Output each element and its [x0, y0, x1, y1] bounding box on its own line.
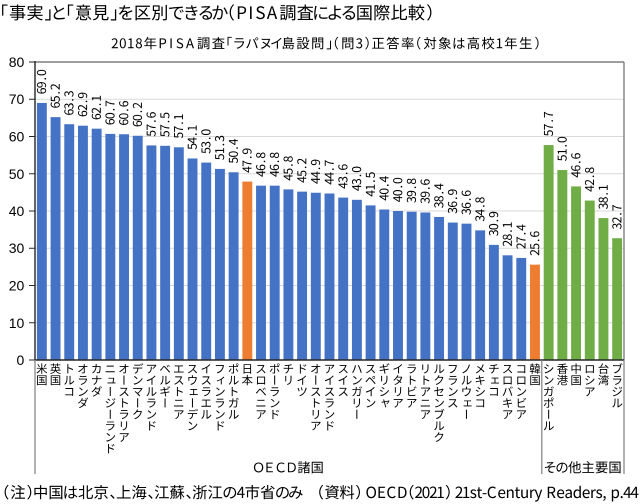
svg-text:80: 80 — [9, 54, 25, 70]
svg-text:40: 40 — [9, 203, 25, 219]
svg-text:10: 10 — [9, 315, 25, 331]
svg-text:0: 0 — [17, 352, 25, 368]
svg-text:60: 60 — [9, 129, 25, 145]
svg-text:50: 50 — [9, 166, 25, 182]
svg-text:30: 30 — [9, 240, 25, 256]
svg-text:20: 20 — [9, 278, 25, 294]
svg-text:70: 70 — [9, 91, 25, 107]
